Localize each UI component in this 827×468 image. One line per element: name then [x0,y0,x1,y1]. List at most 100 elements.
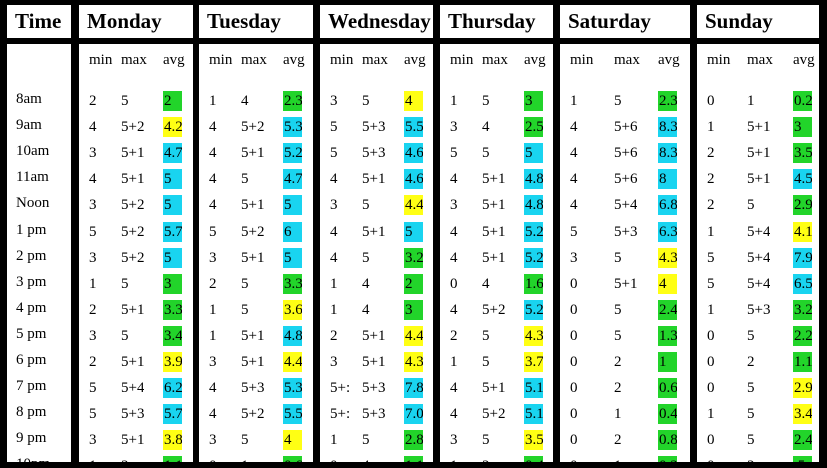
max-value: 4 [482,275,490,292]
table-row: 5+: 5+3 7.0 [320,403,433,425]
avg-value: 4.8 [283,325,302,346]
avg-value: 2.9 [793,195,812,216]
max-value: 5+1 [614,275,638,292]
table-row: 3 5 3.5 [440,429,553,451]
min-value: 1 [330,301,338,318]
min-value: 4 [450,406,458,423]
avg-value: 1.1 [163,456,182,462]
table-row: 2 5+1 4.4 [320,325,433,347]
avg-value: 5 [283,247,302,268]
min-value: 1 [450,455,458,462]
table-row: 3 5+1 3.8 [79,429,193,451]
avg-value: 6.3 [658,221,677,242]
table-row: 5 5+4 6.5 [697,273,819,295]
min-value: 0 [570,406,578,423]
table-row: 4 5+2 5.3 [199,116,313,138]
max-value: 5+3 [614,223,638,240]
table-row: 5 5+2 5.7 [79,221,193,243]
min-value: 0 [707,455,715,462]
avg-value: 8.3 [658,143,677,164]
avg-value: 7.0 [404,404,423,425]
avg-value: 4.4 [283,352,302,372]
avg-value: .5 [793,456,812,462]
table-row: 1 5 3 [440,90,553,112]
avg-value: 2.4 [658,299,677,320]
min-value: 3 [450,119,458,136]
min-value: 3 [330,354,338,370]
avg-value: 7.9 [793,247,812,268]
table-row: 5 5+3 6.3 [560,221,690,243]
min-value: 2 [707,197,715,214]
avg-value: 3.2 [404,247,423,268]
time-label: 4 pm [16,299,47,316]
min-value: 3 [209,432,217,449]
table-row: 3 5+1 5 [199,247,313,269]
avg-value: 3.5 [793,143,812,164]
avg-value: 5 [163,169,182,190]
max-value: 5+2 [121,249,145,266]
table-row: 3 5+1 4.3 [320,351,433,373]
avg-value: 2 [163,91,182,111]
max-value: 5+1 [121,432,145,449]
min-value: 5+: [330,406,351,423]
avg-value: 4 [658,273,677,294]
table-row: 2 5+1 3.5 [697,142,819,164]
avg-value: 5.5 [283,404,302,425]
max-value: 5+3 [362,119,386,136]
max-value: 5+1 [241,145,265,162]
min-value: 0 [707,327,715,344]
min-value: 5 [330,145,338,162]
min-value: 0 [570,301,578,318]
min-value: 4 [209,171,217,188]
avg-value: 4.6 [404,169,423,190]
subheader-min: min [209,52,233,68]
max-value: 5+3 [747,301,771,318]
max-value: 5+3 [362,380,386,397]
avg-value: 0.8 [658,430,677,451]
max-value: 5+1 [482,380,506,397]
min-value: 0 [570,354,578,370]
avg-value: 5 [163,247,182,268]
max-value: 5 [121,275,129,292]
avg-value: 3 [404,299,423,320]
max-value: 5+1 [482,197,506,214]
table-row: 2 5 2.9 [697,194,819,216]
min-value: 1 [707,301,715,318]
time-label: 8am [16,91,42,107]
avg-value: 4.2 [163,117,182,138]
avg-value: 5.2 [524,221,543,242]
avg-value: 5.2 [283,143,302,164]
min-value: 0 [570,275,578,292]
table-row: 4 5+2 4.2 [79,116,193,138]
table-row: 0 5 2.4 [697,429,819,451]
max-value: 5 [241,432,249,449]
table-row: 5 5 5 [440,142,553,164]
min-value: 1 [330,275,338,292]
min-value: 2 [89,354,97,370]
min-value: 0 [707,93,715,109]
table-row: 1 5 3.4 [697,403,819,425]
min-value: 4 [450,380,458,397]
avg-value: 2.4 [793,430,812,451]
min-value: 4 [209,145,217,162]
min-value: 1 [570,93,578,109]
min-value: 0 [570,327,578,344]
max-value: 2 [614,354,622,370]
table-row: 3 5 4 [199,429,313,451]
day-column-monday: min max avg 2 5 2 4 5+2 4.2 3 5+1 4.7 4 5+1 5 3 5+2 5 5 5+2… [79,44,193,462]
table-row: 1 5 2.8 [320,429,433,451]
max-value: 5+4 [121,380,145,397]
table-row: 1 5+1 4.8 [199,325,313,347]
max-value: 5 [747,406,755,423]
max-value: 5 [362,197,370,214]
table-row: 4 5+1 5.2 [440,247,553,269]
min-value: 4 [570,197,578,214]
table-row: 0 5 2.9 [697,377,819,399]
max-value: 5+4 [747,275,771,292]
min-value: 0 [707,432,715,449]
avg-value: 0.2 [793,91,812,111]
max-value: 4 [362,275,370,292]
table-row: 1 5 3.6 [199,299,313,321]
